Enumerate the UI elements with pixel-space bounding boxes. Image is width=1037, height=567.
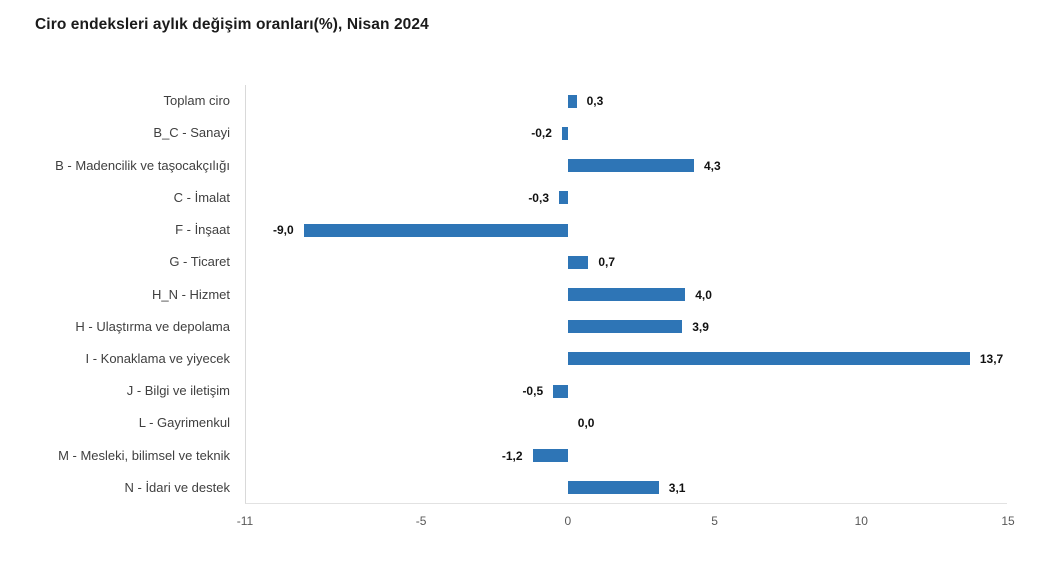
x-tick-label: 5 (711, 514, 718, 528)
bar (567, 255, 589, 269)
value-label: 0,3 (586, 94, 604, 109)
category-label: I - Konaklama ve yiyecek (85, 350, 230, 366)
chart-title: Ciro endeksleri aylık değişim oranları(%… (35, 16, 429, 33)
plot-area (245, 85, 1007, 504)
category-label: M - Mesleki, bilimsel ve teknik (58, 447, 230, 463)
value-label: -9,0 (273, 223, 294, 238)
value-label: 3,1 (668, 480, 686, 495)
x-tick-label: -5 (415, 514, 427, 528)
bar (567, 352, 970, 366)
category-label: Toplam ciro (163, 93, 230, 109)
value-label: 0,0 (577, 416, 595, 431)
category-label: H - Ulaştırma ve depolama (75, 318, 230, 334)
bar (567, 481, 659, 495)
bar (567, 94, 577, 108)
category-label: C - İmalat (173, 189, 230, 205)
category-label: J - Bilgi ve iletişim (126, 383, 230, 399)
category-label: B_C - Sanayi (153, 125, 230, 141)
value-label: -0,5 (522, 384, 544, 399)
value-label: 13,7 (979, 351, 1004, 366)
value-label: -0,2 (531, 126, 552, 141)
bar (567, 320, 683, 334)
category-label: F - İnşaat (175, 222, 230, 238)
value-label: -0,3 (528, 190, 549, 205)
x-tick-label: -11 (236, 514, 254, 528)
bar (567, 159, 694, 173)
x-tick-label: 10 (854, 514, 868, 528)
bar (553, 384, 568, 398)
bar (532, 449, 568, 463)
category-label: G - Ticaret (169, 254, 230, 270)
value-label: 4,3 (703, 158, 721, 173)
value-label: -1,2 (501, 448, 523, 463)
value-label: 4,0 (695, 287, 712, 302)
bar (567, 288, 686, 301)
bar (559, 191, 568, 205)
category-label: N - İdari ve destek (124, 479, 231, 495)
bar (561, 126, 568, 140)
value-label: 3,9 (692, 319, 709, 334)
category-label: B - Madencilik ve taşocakçılığı (55, 157, 230, 173)
value-label: 0,7 (598, 255, 616, 270)
x-tick-label: 0 (564, 514, 572, 528)
category-label: L - Gayrimenkul (138, 415, 230, 431)
category-label: H_N - Hizmet (151, 286, 230, 302)
bar (303, 223, 568, 237)
x-tick-label: 15 (1001, 514, 1015, 528)
